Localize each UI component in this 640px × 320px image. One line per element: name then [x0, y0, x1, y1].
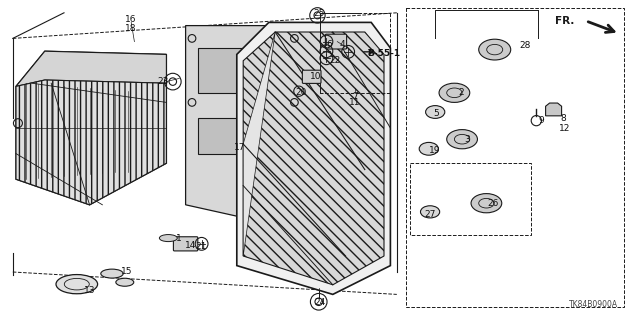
Text: 6: 6 — [327, 40, 332, 49]
Polygon shape — [16, 51, 166, 86]
Bar — [410, 163, 531, 235]
Ellipse shape — [439, 83, 470, 102]
Ellipse shape — [56, 275, 98, 294]
Text: 7: 7 — [353, 92, 358, 100]
Text: 17: 17 — [234, 143, 246, 152]
Text: 13: 13 — [84, 286, 95, 295]
Ellipse shape — [471, 194, 502, 213]
Ellipse shape — [420, 206, 440, 218]
Text: 10: 10 — [310, 72, 322, 81]
Text: 3: 3 — [465, 135, 470, 144]
Text: 27: 27 — [424, 210, 436, 219]
Ellipse shape — [116, 278, 134, 286]
Text: 8: 8 — [561, 114, 566, 123]
Ellipse shape — [101, 269, 124, 278]
Text: 14: 14 — [185, 241, 196, 250]
Text: 11: 11 — [349, 98, 361, 107]
Text: 5: 5 — [434, 109, 439, 118]
Text: 24: 24 — [314, 298, 326, 307]
Polygon shape — [243, 32, 384, 285]
Bar — [198, 48, 275, 93]
Polygon shape — [186, 26, 301, 218]
Ellipse shape — [479, 39, 511, 60]
Ellipse shape — [426, 106, 445, 118]
FancyBboxPatch shape — [302, 70, 321, 84]
Polygon shape — [16, 51, 166, 205]
Polygon shape — [16, 80, 166, 205]
Text: 15: 15 — [121, 268, 132, 276]
Text: 25: 25 — [313, 9, 324, 18]
Polygon shape — [237, 22, 390, 294]
Bar — [406, 8, 624, 307]
Text: 2: 2 — [458, 88, 463, 97]
Text: 9: 9 — [538, 116, 543, 124]
Text: 18: 18 — [125, 24, 137, 33]
Bar — [198, 118, 262, 154]
FancyBboxPatch shape — [325, 34, 347, 49]
Text: 1: 1 — [177, 234, 182, 243]
Text: FR.: FR. — [556, 16, 575, 26]
Ellipse shape — [159, 235, 177, 242]
Text: 26: 26 — [487, 199, 499, 208]
Text: 12: 12 — [559, 124, 570, 132]
Text: 19: 19 — [429, 146, 441, 155]
Text: 21: 21 — [195, 242, 207, 251]
Ellipse shape — [419, 142, 438, 155]
Text: 28: 28 — [519, 41, 531, 50]
Polygon shape — [243, 32, 275, 256]
Text: 20: 20 — [295, 88, 307, 97]
Text: 16: 16 — [125, 15, 137, 24]
Text: 22: 22 — [329, 56, 340, 65]
Text: 23: 23 — [157, 77, 169, 86]
Ellipse shape — [447, 130, 477, 149]
Polygon shape — [545, 103, 562, 116]
Text: 4: 4 — [340, 40, 345, 49]
FancyBboxPatch shape — [173, 237, 198, 251]
Text: TK84B0900A: TK84B0900A — [568, 300, 618, 309]
Text: B-55-1: B-55-1 — [367, 49, 401, 58]
